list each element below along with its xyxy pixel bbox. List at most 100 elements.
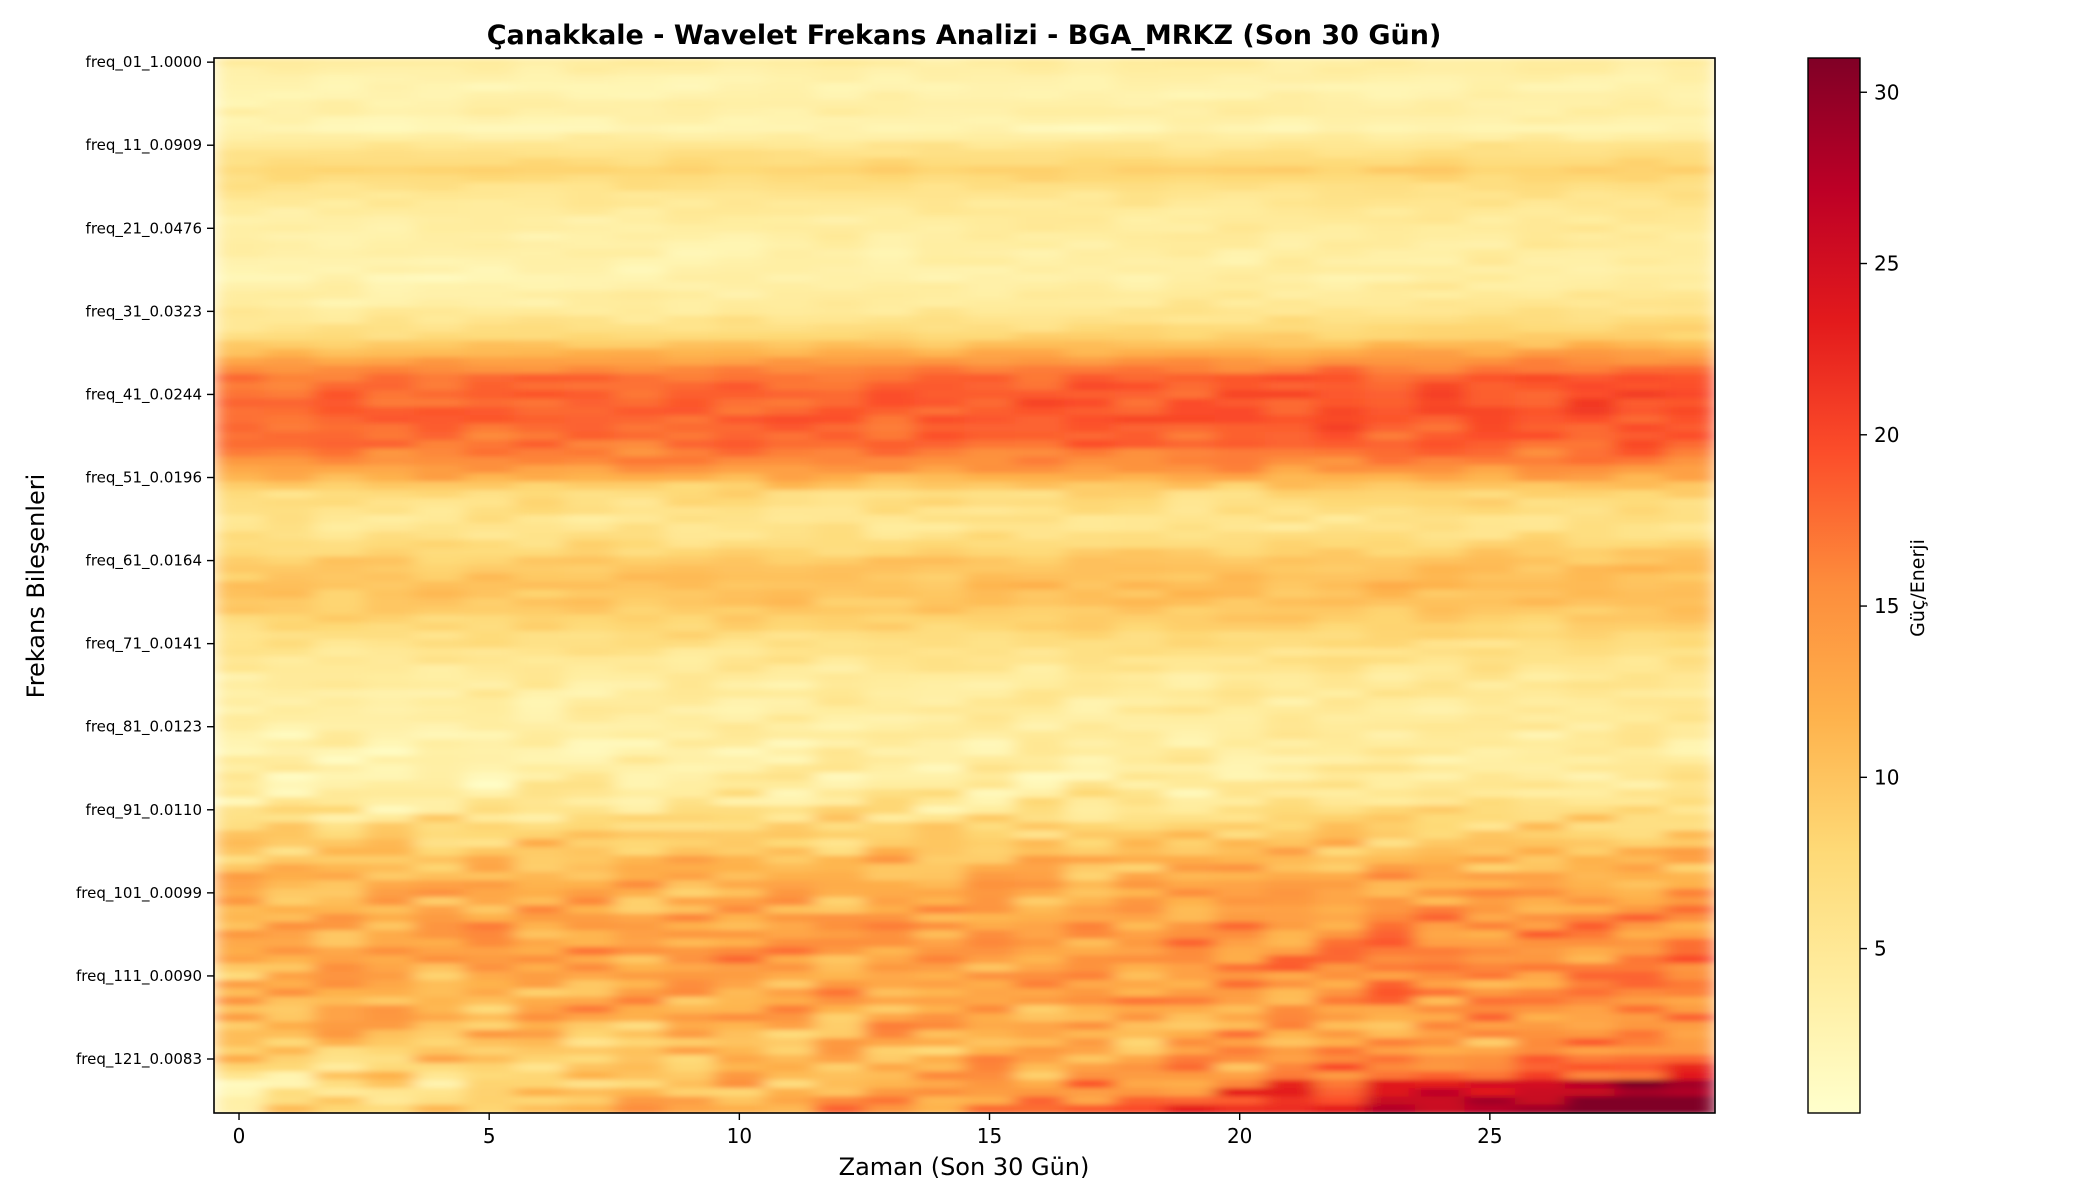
heatmap-cell xyxy=(1064,207,1116,217)
heatmap-cell xyxy=(1314,1088,1366,1098)
heatmap-cell xyxy=(714,1079,766,1090)
heatmap-cell xyxy=(214,797,266,807)
heatmap-cell xyxy=(1564,165,1616,176)
heatmap-cell xyxy=(1564,406,1616,417)
heatmap-cell xyxy=(564,589,616,599)
heatmap-cell xyxy=(814,215,866,226)
heatmap-cell xyxy=(1314,564,1366,575)
heatmap-cell xyxy=(914,481,966,491)
heatmap-cell xyxy=(1314,971,1366,982)
heatmap-cell xyxy=(264,82,316,93)
heatmap-cell xyxy=(464,1079,516,1090)
heatmap-cell xyxy=(1314,764,1366,774)
heatmap-cell xyxy=(864,581,916,591)
heatmap-cell xyxy=(714,946,766,957)
heatmap-cell xyxy=(214,307,266,317)
heatmap-cell xyxy=(814,581,866,591)
heatmap-cell xyxy=(264,946,316,957)
heatmap-cell xyxy=(1664,307,1715,317)
heatmap-cell xyxy=(614,705,666,716)
heatmap-cell xyxy=(1314,622,1366,633)
heatmap-cell xyxy=(314,531,366,541)
heatmap-cell xyxy=(1564,448,1616,458)
heatmap-cell xyxy=(1364,514,1416,525)
heatmap-cell xyxy=(714,714,766,724)
heatmap-cell xyxy=(614,855,666,865)
heatmap-cell xyxy=(514,780,566,791)
heatmap-cell xyxy=(1614,739,1666,749)
heatmap-cell xyxy=(914,415,966,425)
heatmap-cell xyxy=(364,813,416,824)
heatmap-cell xyxy=(264,622,316,633)
heatmap-cell xyxy=(1364,448,1416,458)
heatmap-cell xyxy=(1664,199,1715,209)
heatmap-cell xyxy=(214,905,266,915)
heatmap-cell xyxy=(614,1046,666,1056)
heatmap-cell xyxy=(964,539,1016,550)
heatmap-cell xyxy=(1164,298,1216,309)
heatmap-cell xyxy=(964,99,1016,109)
heatmap-cell xyxy=(1314,855,1366,865)
heatmap-cell xyxy=(214,897,266,907)
heatmap-cell xyxy=(514,91,566,101)
heatmap-cell xyxy=(614,1054,666,1065)
heatmap-cell xyxy=(1214,730,1266,741)
heatmap-cell xyxy=(364,365,416,375)
heatmap-cell xyxy=(214,589,266,599)
heatmap-cell xyxy=(464,373,516,383)
heatmap-cell xyxy=(1064,257,1116,267)
heatmap-cell xyxy=(514,1021,566,1031)
heatmap-cell xyxy=(1464,456,1516,467)
heatmap-cell xyxy=(214,1071,266,1081)
heatmap-cell xyxy=(1514,980,1566,990)
heatmap-cell xyxy=(1564,822,1616,832)
heatmap-cell xyxy=(864,830,916,840)
heatmap-cell xyxy=(1364,913,1416,923)
heatmap-cell xyxy=(1164,182,1216,192)
heatmap-cell xyxy=(1014,797,1066,807)
heatmap-cell xyxy=(1614,971,1666,982)
heatmap-cell xyxy=(1614,597,1666,608)
heatmap-cell xyxy=(1464,780,1516,791)
heatmap-cell xyxy=(414,1063,466,1073)
heatmap-cell xyxy=(364,913,416,923)
heatmap-cell xyxy=(664,1054,716,1065)
heatmap-cell xyxy=(814,905,866,915)
heatmap-cell xyxy=(714,199,766,209)
heatmap-cell xyxy=(1514,614,1566,624)
heatmap-cell xyxy=(364,755,416,766)
heatmap-cell xyxy=(764,539,816,550)
heatmap-cell xyxy=(1464,789,1516,799)
heatmap-cell xyxy=(1164,1079,1216,1090)
heatmap-cell xyxy=(1564,697,1616,707)
heatmap-cell xyxy=(914,705,966,716)
heatmap-cell xyxy=(664,215,716,226)
heatmap-cell xyxy=(1614,946,1666,957)
heatmap-cell xyxy=(1614,656,1666,666)
heatmap-cell xyxy=(414,772,466,782)
heatmap-cell xyxy=(364,714,416,724)
heatmap-cell xyxy=(364,423,416,433)
heatmap-cell xyxy=(1364,381,1416,392)
heatmap-cell xyxy=(1314,290,1366,300)
heatmap-cell xyxy=(1664,772,1715,782)
heatmap-cell xyxy=(1064,1005,1116,1015)
heatmap-cell xyxy=(1014,548,1066,558)
heatmap-cell xyxy=(714,672,766,683)
heatmap-cell xyxy=(1264,149,1316,159)
heatmap-cell xyxy=(664,772,716,782)
heatmap-cell xyxy=(1014,988,1066,998)
heatmap-cell xyxy=(864,66,916,76)
heatmap-cell xyxy=(714,340,766,350)
heatmap-cell xyxy=(1214,199,1266,209)
heatmap-cell xyxy=(1364,946,1416,957)
heatmap-cell xyxy=(1114,548,1166,558)
heatmap-cell xyxy=(1114,888,1166,899)
heatmap-cell xyxy=(1064,157,1116,167)
heatmap-cell xyxy=(764,149,816,159)
heatmap-cell xyxy=(814,1071,866,1081)
heatmap-cell xyxy=(1314,348,1366,359)
heatmap-cell xyxy=(1564,207,1616,217)
heatmap-cell xyxy=(1664,423,1715,433)
heatmap-cell xyxy=(1264,523,1316,533)
